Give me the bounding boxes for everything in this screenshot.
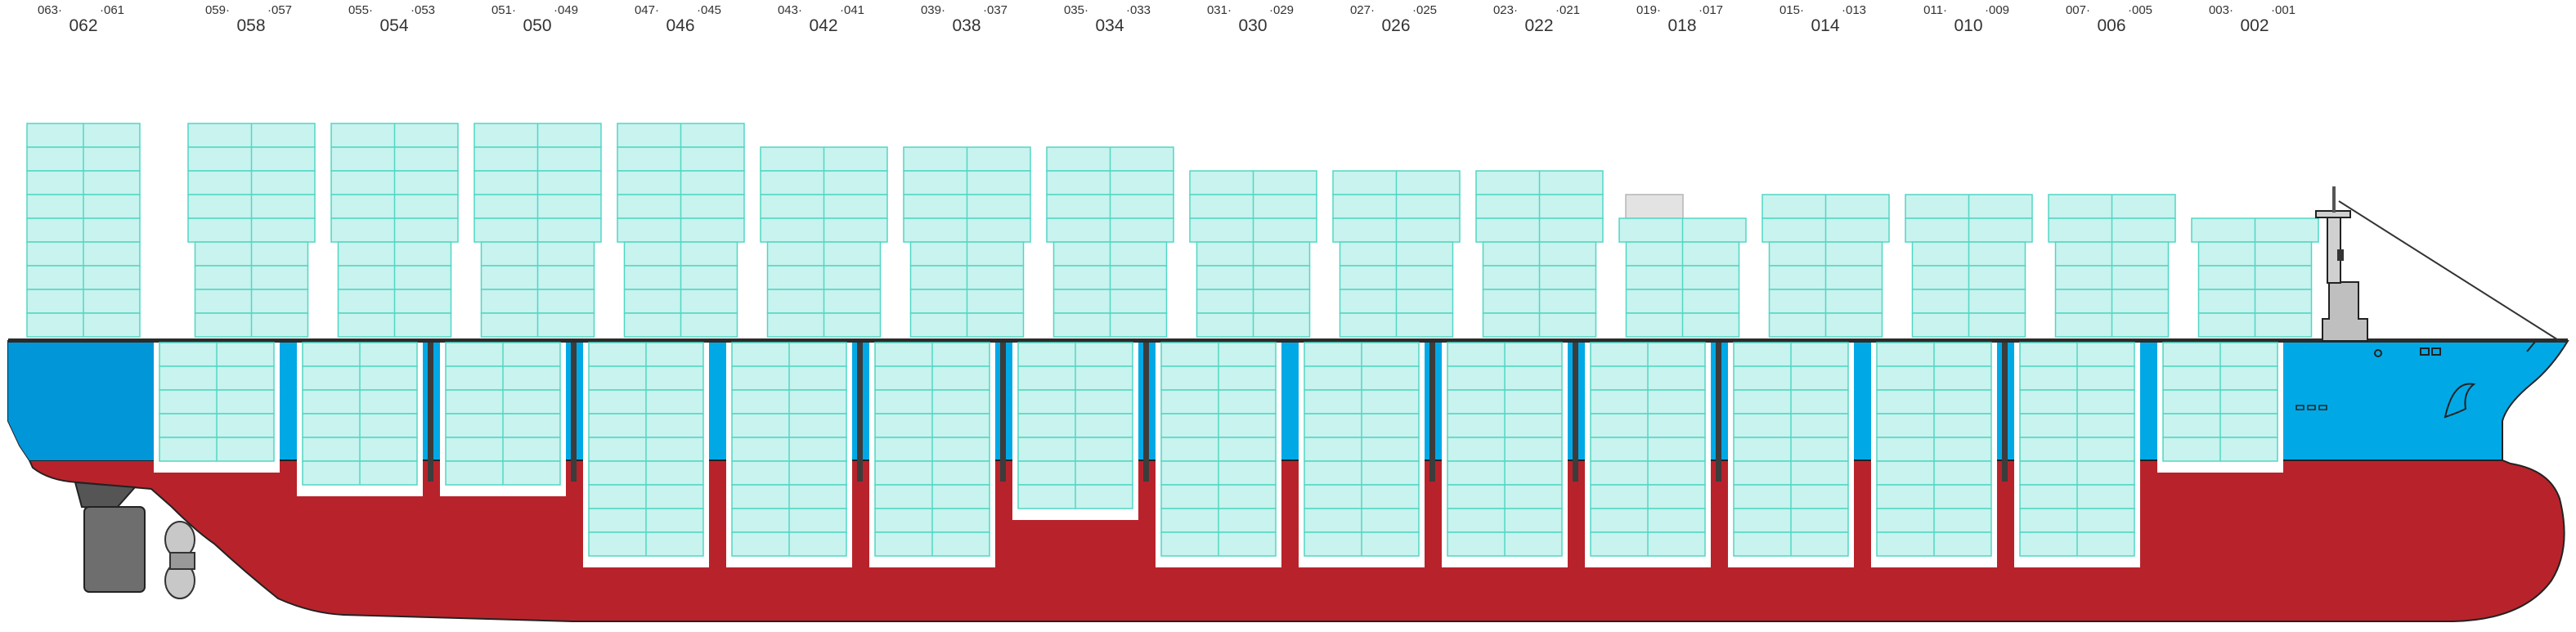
hull-marking <box>2374 349 2382 357</box>
bay-aft-label-014: ·013 <box>1842 3 1866 17</box>
bay-aft-label-006: ·005 <box>2128 3 2152 17</box>
bay-label-034: 034 <box>1095 16 1124 35</box>
bay-label-058: 058 <box>236 16 265 35</box>
bay-label-046: 046 <box>666 16 694 35</box>
hull-vent-1 <box>2296 405 2304 410</box>
bay-fore-label-022: 023· <box>1493 3 1518 17</box>
bay-aft-label-034: ·033 <box>1126 3 1151 17</box>
bulkhead-1 <box>428 343 433 482</box>
bay-fore-label-038: 039· <box>921 3 945 17</box>
bay-aft-label-010: ·009 <box>1985 3 2009 17</box>
forestay <box>2338 200 2560 342</box>
bow-marking <box>2526 341 2536 352</box>
bay-fore-label-042: 043· <box>778 3 802 17</box>
cargo-holds <box>154 342 2283 567</box>
rudder-stock <box>74 481 137 510</box>
bay-label-014: 014 <box>1811 16 1839 35</box>
bridge-house <box>2322 281 2368 342</box>
stern-block <box>8 341 155 460</box>
bay-fore-label-010: 011· <box>1923 3 1947 17</box>
bay-aft-label-042: ·041 <box>840 3 864 17</box>
bulkhead-2 <box>571 343 577 482</box>
bulkhead-4 <box>1000 343 1006 482</box>
bay-aft-label-026: ·025 <box>1412 3 1437 17</box>
bay-label-002: 002 <box>2240 16 2269 35</box>
mast-top <box>2332 186 2336 213</box>
bay-label-062: 062 <box>69 16 97 35</box>
bay-label-038: 038 <box>952 16 981 35</box>
superstructure <box>2296 186 2560 419</box>
bay-fore-label-046: 047· <box>635 3 659 17</box>
bay-label-050: 050 <box>523 16 551 35</box>
bay-fore-label-058: 059· <box>205 3 230 17</box>
hull-vent-2 <box>2307 405 2316 410</box>
bulkhead-9 <box>2002 343 2008 482</box>
bay-fore-label-034: 035· <box>1064 3 1088 17</box>
bay-fore-label-002: 003· <box>2209 3 2233 17</box>
bay-aft-label-050: ·049 <box>554 3 578 17</box>
bay-aft-label-046: ·045 <box>697 3 721 17</box>
bay-fore-label-054: 055· <box>348 3 373 17</box>
rudder <box>83 506 146 593</box>
bay-aft-label-030: ·029 <box>1269 3 1294 17</box>
bay-label-026: 026 <box>1381 16 1410 35</box>
bay-aft-label-062: ·061 <box>100 3 124 17</box>
bay-fore-label-026: 027· <box>1350 3 1375 17</box>
bulkhead-5 <box>1143 343 1149 482</box>
bay-fore-label-062: 063· <box>38 3 62 17</box>
bay-fore-label-018: 019· <box>1636 3 1661 17</box>
main-deck-line <box>8 338 2568 343</box>
bulkhead-3 <box>857 343 863 482</box>
hull-port-1 <box>2420 347 2430 356</box>
bay-aft-label-018: ·017 <box>1699 3 1723 17</box>
bay-label-022: 022 <box>1524 16 1553 35</box>
bay-label-030: 030 <box>1238 16 1267 35</box>
bay-label-054: 054 <box>379 16 408 35</box>
bay-aft-label-038: ·037 <box>983 3 1008 17</box>
bay-fore-label-030: 031· <box>1207 3 1232 17</box>
bay-label-018: 018 <box>1667 16 1696 35</box>
hull-vent-3 <box>2318 405 2327 410</box>
bay-fore-label-006: 007· <box>2066 3 2090 17</box>
bay-fore-label-014: 015· <box>1779 3 1804 17</box>
empty-slot-018-tier-1 <box>1625 194 1684 219</box>
bulkhead-8 <box>1716 343 1721 482</box>
bay-aft-label-002: ·001 <box>2271 3 2296 17</box>
bay-aft-label-058: ·057 <box>267 3 292 17</box>
deck-container-stacks <box>26 123 2319 338</box>
bulkhead-6 <box>1429 343 1435 482</box>
bay-label-010: 010 <box>1954 16 1982 35</box>
bay-aft-label-054: ·053 <box>411 3 435 17</box>
mast <box>2327 213 2341 284</box>
bay-fore-label-050: 051· <box>491 3 516 17</box>
bay-label-006: 006 <box>2097 16 2125 35</box>
bay-aft-label-022: ·021 <box>1555 3 1580 17</box>
hull-port-2 <box>2431 347 2441 356</box>
bulkhead-7 <box>1573 343 1578 482</box>
bay-label-042: 042 <box>809 16 837 35</box>
propeller-hub <box>169 552 195 570</box>
bow-anchor-marking <box>2444 383 2476 419</box>
bridge-window <box>2337 249 2344 261</box>
